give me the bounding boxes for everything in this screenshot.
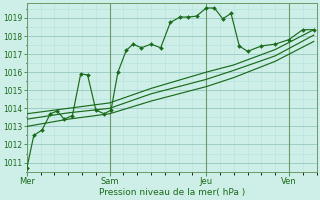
X-axis label: Pression niveau de la mer( hPa ): Pression niveau de la mer( hPa ) xyxy=(99,188,245,197)
